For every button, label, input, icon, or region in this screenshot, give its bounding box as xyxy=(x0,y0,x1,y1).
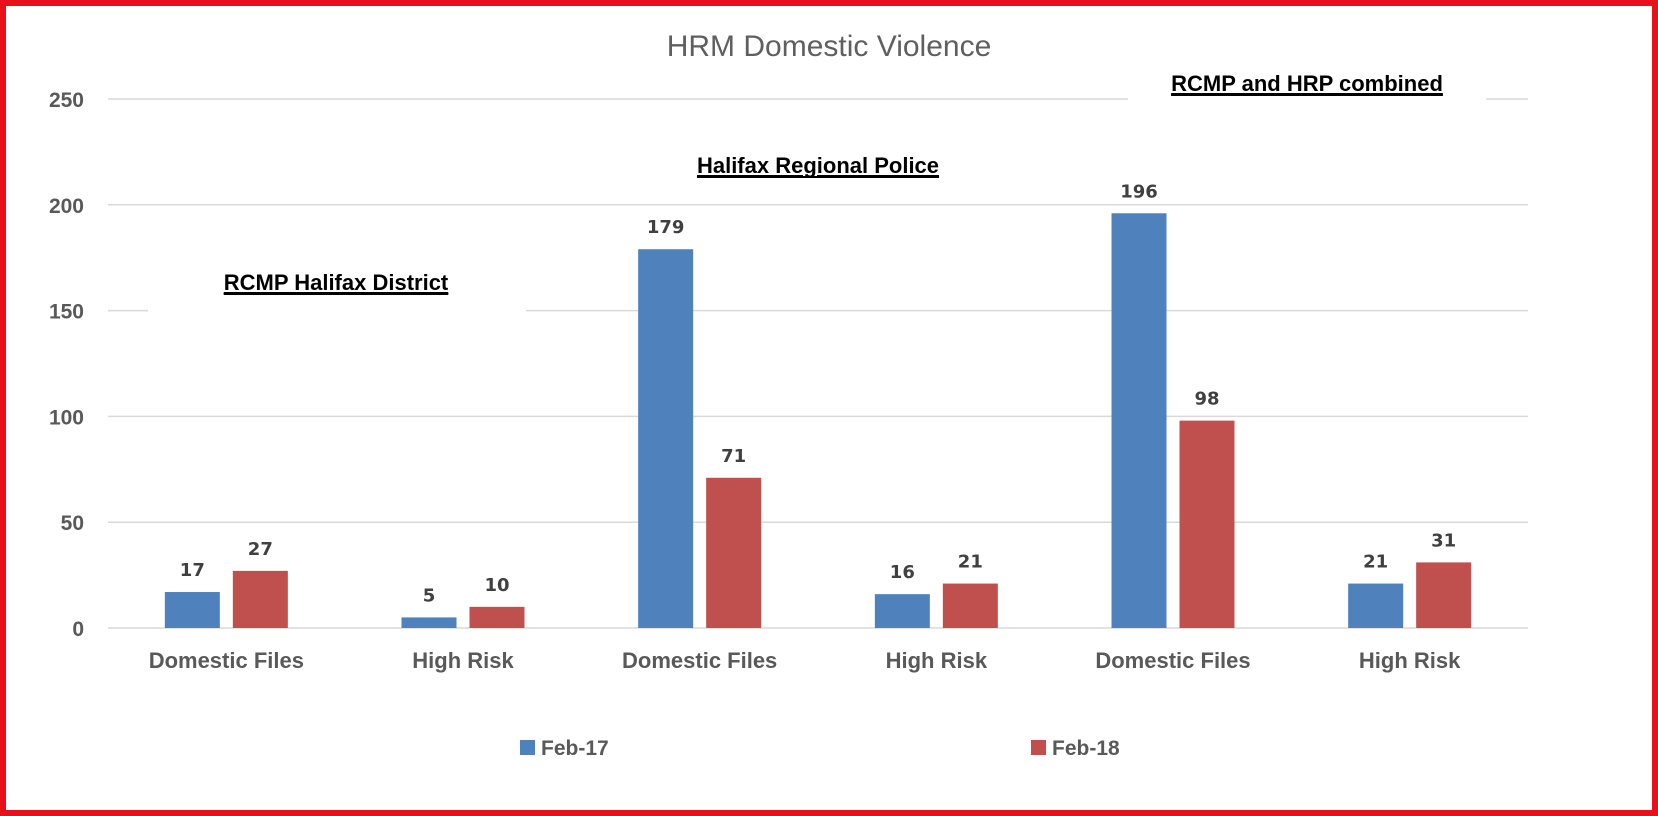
annotation-background xyxy=(1128,70,1486,114)
bar-feb-17 xyxy=(874,594,930,628)
data-label: 10 xyxy=(484,575,509,596)
data-label: 21 xyxy=(1363,552,1388,573)
data-label: 27 xyxy=(248,539,273,560)
group-annotation: Halifax Regional Police xyxy=(697,153,939,178)
data-label: 21 xyxy=(958,552,983,573)
x-category-label: High Risk xyxy=(886,648,988,673)
x-category-label: Domestic Files xyxy=(622,648,777,673)
y-tick-label: 150 xyxy=(49,301,84,324)
bars xyxy=(164,213,1472,628)
group-annotation: RCMP Halifax District xyxy=(224,270,449,295)
legend-swatch xyxy=(1031,740,1046,755)
y-tick-label: 250 xyxy=(49,89,84,112)
x-category-label: Domestic Files xyxy=(149,648,304,673)
y-tick-label: 0 xyxy=(72,618,84,641)
bar-feb-18 xyxy=(232,570,288,628)
x-category-label: Domestic Files xyxy=(1095,648,1250,673)
bar-feb-18 xyxy=(469,606,525,628)
chart-title: HRM Domestic Violence xyxy=(667,30,992,63)
group-annotations: RCMP Halifax District Halifax Regional Po… xyxy=(148,70,1486,314)
data-label: 17 xyxy=(180,560,205,581)
bar-feb-17 xyxy=(401,617,457,628)
annotation-background xyxy=(650,150,986,194)
data-label: 196 xyxy=(1120,181,1158,202)
legend: Feb-17 Feb-18 xyxy=(520,737,1120,760)
y-tick-label: 200 xyxy=(49,195,84,218)
bar-feb-18 xyxy=(706,477,762,628)
bar-feb-17 xyxy=(638,249,694,628)
legend-label: Feb-17 xyxy=(541,737,609,760)
data-labels: 17 27 5 10 179 71 16 21 196 98 21 31 xyxy=(180,181,1456,606)
legend-label: Feb-18 xyxy=(1052,737,1120,760)
legend-swatch xyxy=(520,740,535,755)
bar-feb-18 xyxy=(1179,420,1235,628)
bar-feb-18 xyxy=(1416,562,1472,628)
bar-feb-17 xyxy=(164,592,220,628)
annotation-background xyxy=(148,270,526,314)
y-tick-label: 100 xyxy=(49,406,84,429)
data-label: 71 xyxy=(721,446,746,467)
x-category-label: High Risk xyxy=(1359,648,1461,673)
data-label: 98 xyxy=(1194,389,1219,410)
group-annotation: RCMP and HRP combined xyxy=(1171,71,1443,96)
y-axis-ticks: 0 50 100 150 200 250 xyxy=(49,89,84,641)
y-tick-label: 50 xyxy=(61,512,84,535)
bar-feb-18 xyxy=(942,583,998,628)
bar-feb-17 xyxy=(1111,213,1167,628)
x-axis-categories: Domestic Files High Risk Domestic Files Hig… xyxy=(149,648,1461,673)
data-label: 16 xyxy=(890,562,915,583)
bar-feb-17 xyxy=(1348,583,1404,628)
x-category-label: High Risk xyxy=(412,648,514,673)
data-label: 31 xyxy=(1431,530,1456,551)
data-label: 5 xyxy=(423,585,436,606)
data-label: 179 xyxy=(647,217,685,238)
